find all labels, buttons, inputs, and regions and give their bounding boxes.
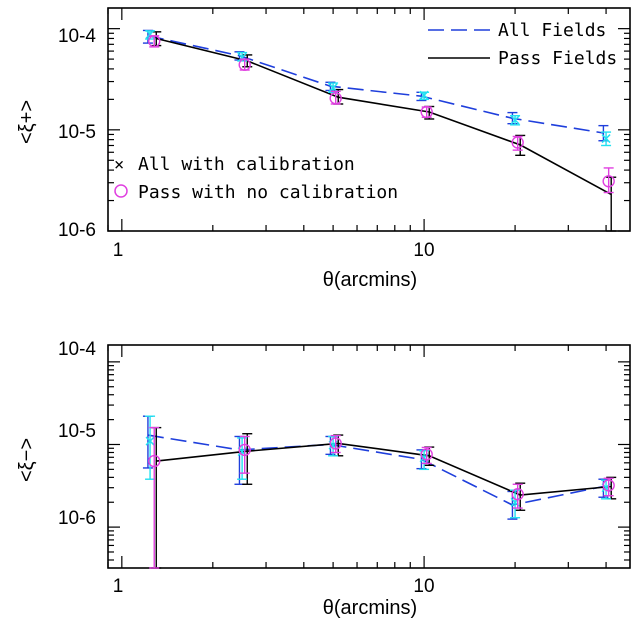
bottom-point-pass-with-no-calibration — [420, 448, 433, 461]
legend-marker-all-calib: × — [114, 155, 124, 175]
top-point-pass-with-no-calibration — [511, 136, 524, 149]
bottom-point-pass-with-no-calibration — [329, 437, 342, 450]
bottom-ytick-label-1e-4: 10-4 — [58, 339, 96, 360]
bottom-panel: 1 10 θ(arcmins) 10-4 10-5 10-6 <ξ−> — [16, 339, 631, 619]
legend-label-pass-nocalib: Pass with no calibration — [138, 182, 398, 203]
legend: All Fields Pass Fields × All with calibr… — [114, 20, 617, 203]
bottom-series-line-all-fields — [147, 434, 604, 506]
top-point-pass-with-no-calibration — [420, 105, 433, 119]
bottom-point-pass-with-no-calibration — [238, 443, 251, 457]
top-point-all-with-calibration — [145, 29, 155, 39]
top-point-all-with-calibration — [328, 83, 338, 93]
top-ytick-label-1e-6: 10-6 — [58, 220, 96, 241]
top-ytick-label-1e-4: 10-4 — [58, 26, 96, 47]
top-x-axis-label: θ(arcmins) — [323, 269, 417, 291]
top-point-all-with-calibration — [601, 134, 611, 144]
bottom-xtick-label-10: 10 — [413, 576, 434, 597]
top-point-pass-with-no-calibration — [238, 58, 251, 71]
legend-marker-pass-nocalib — [114, 184, 128, 198]
bottom-axis-ticks — [107, 345, 630, 568]
legend-label-pass-fields: Pass Fields — [498, 48, 617, 69]
top-xtick-label-1: 1 — [113, 240, 124, 261]
bottom-point-pass-with-no-calibration — [148, 454, 161, 468]
bottom-y-axis-label: <ξ−> — [16, 438, 38, 482]
top-xtick-label-10: 10 — [413, 240, 434, 261]
top-series-line-pass-fields — [156, 37, 612, 196]
top-y-axis-label: <ξ+> — [16, 100, 38, 144]
bottom-point-pass-with-no-calibration — [511, 488, 524, 501]
top-plot-frame — [107, 7, 631, 232]
bottom-ytick-label-1e-6: 10-6 — [58, 508, 96, 529]
top-point-pass-with-no-calibration — [602, 175, 615, 188]
bottom-ytick-label-1e-5: 10-5 — [58, 421, 96, 442]
legend-label-all-fields: All Fields — [498, 20, 606, 41]
top-point-pass-with-no-calibration — [148, 35, 161, 48]
top-point-pass-with-no-calibration — [329, 92, 342, 105]
top-chart-marks — [142, 29, 617, 232]
bottom-x-axis-label: θ(arcmins) — [323, 597, 417, 619]
top-point-all-with-calibration — [419, 90, 429, 100]
legend-label-all-calib: All with calibration — [138, 154, 355, 175]
bottom-xtick-label-1: 1 — [113, 576, 124, 597]
top-ytick-label-1e-5: 10-5 — [58, 122, 96, 143]
bottom-point-pass-with-no-calibration — [602, 479, 615, 492]
bottom-series-line-pass-fields — [156, 442, 612, 496]
bottom-plot-frame — [107, 344, 631, 569]
top-axis-ticks — [107, 8, 630, 232]
top-panel: 1 10 θ(arcmins) 10-4 10-5 10-6 <ξ+> All … — [16, 7, 631, 291]
top-series-line-all-fields — [147, 35, 604, 134]
bottom-point-all-with-calibration — [145, 436, 155, 446]
top-point-all-with-calibration — [510, 115, 520, 125]
bottom-chart-marks — [142, 415, 617, 569]
